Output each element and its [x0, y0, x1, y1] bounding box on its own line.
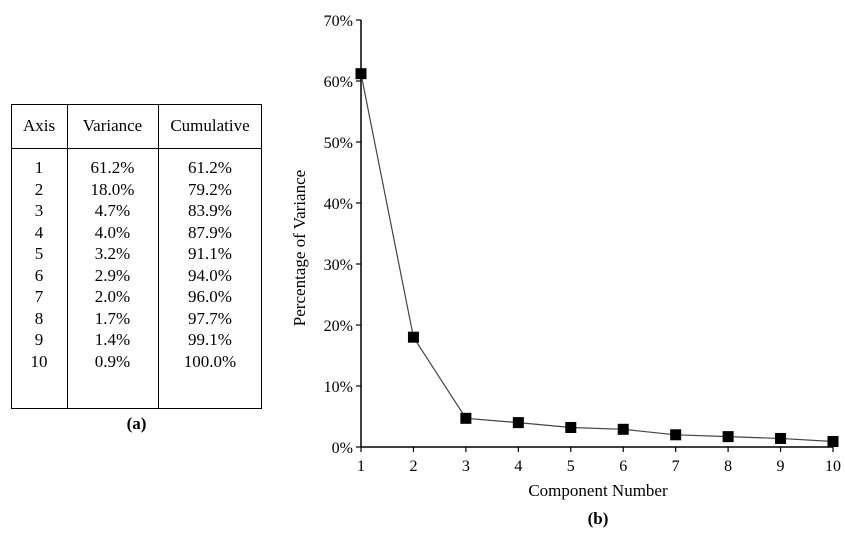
table-row: 2 18.0% 79.2% — [11, 179, 262, 201]
y-axis-ticks: 0% 10% 20% 30% 40% 50% 60% 70% — [324, 13, 361, 457]
cell-cumulative: 61.2% — [188, 158, 232, 177]
x-tick-label: 5 — [567, 458, 575, 475]
cell-cumulative: 94.0% — [188, 265, 232, 285]
y-tick-label: 50% — [324, 135, 353, 152]
cell-axis: 10 — [30, 351, 48, 371]
cell-axis: 1 — [34, 158, 44, 177]
cell-variance: 1.4% — [94, 330, 131, 349]
data-point-marker — [407, 331, 419, 343]
cell-variance: 0.9% — [94, 351, 131, 371]
cell-axis: 5 — [34, 244, 44, 263]
table-frame — [11, 104, 262, 409]
cell-cumulative: 97.7% — [188, 308, 232, 328]
table-row: 7 2.0% 96.0% — [11, 286, 262, 308]
table-row: 4 4.0% 87.9% — [11, 222, 262, 244]
data-point-marker — [775, 432, 787, 444]
cell-variance: 4.0% — [94, 222, 131, 242]
data-point-marker — [460, 412, 472, 424]
scree-plot: 0% 10% 20% 30% 40% 50% 60% 70% 1 2 3 4 5 6 7 8 9 10 Comp… — [290, 13, 841, 500]
y-tick-label: 0% — [332, 440, 353, 457]
chart-caption: (b) — [587, 509, 609, 528]
table-column-divider — [158, 104, 159, 409]
data-point-marker — [512, 417, 524, 429]
cell-variance: 61.2% — [90, 158, 135, 177]
cell-axis: 2 — [34, 179, 44, 199]
cell-axis: 7 — [34, 287, 44, 306]
x-tick-label: 10 — [825, 458, 841, 475]
x-tick-label: 7 — [672, 458, 680, 475]
y-tick-label: 70% — [324, 13, 353, 30]
table-row: 1 61.2% 61.2% — [11, 157, 262, 179]
cell-axis: 8 — [34, 308, 44, 328]
cell-variance: 1.7% — [94, 308, 131, 328]
cell-cumulative: 100.0% — [183, 351, 237, 371]
table-caption: (a) — [126, 414, 147, 433]
table-header-cumulative: Cumulative — [170, 116, 250, 135]
data-point-marker — [565, 421, 577, 433]
cell-variance: 4.7% — [94, 201, 131, 220]
cell-variance: 3.2% — [94, 244, 131, 263]
x-tick-label: 9 — [777, 458, 785, 475]
chart-axes — [360, 20, 833, 448]
table-row: 9 1.4% 99.1% — [11, 329, 262, 351]
x-tick-label: 6 — [619, 458, 627, 475]
cell-axis: 9 — [34, 330, 44, 349]
x-tick-label: 8 — [724, 458, 732, 475]
cell-cumulative: 96.0% — [188, 287, 232, 306]
cell-variance: 2.0% — [94, 287, 131, 306]
y-tick-label: 60% — [324, 74, 353, 91]
table-row: 8 1.7% 97.7% — [11, 308, 262, 330]
series-markers — [355, 68, 839, 448]
table-header-variance: Variance — [82, 116, 143, 135]
cell-axis: 6 — [34, 265, 44, 285]
cell-axis: 3 — [34, 201, 44, 220]
variance-table: Axis Variance Cumulative 1 61.2% 61.2% 2 18.… — [11, 104, 262, 409]
data-point-marker — [722, 431, 734, 443]
table-row: 5 3.2% 91.1% — [11, 243, 262, 265]
table-column-divider — [67, 104, 68, 409]
x-tick-label: 4 — [514, 458, 522, 475]
cell-cumulative: 99.1% — [188, 330, 232, 349]
series-line — [360, 73, 834, 443]
y-tick-label: 40% — [324, 196, 353, 213]
table-row: 10 0.9% 100.0% — [11, 351, 262, 373]
x-tick-label: 3 — [462, 458, 470, 475]
table-header-axis: Axis — [22, 116, 56, 135]
cell-cumulative: 79.2% — [188, 179, 232, 199]
cell-axis: 4 — [34, 222, 44, 242]
y-tick-label: 20% — [324, 318, 353, 335]
x-axis-ticks: 1 2 3 4 5 6 7 8 9 10 — [357, 447, 841, 475]
table-row: 3 4.7% 83.9% — [11, 200, 262, 222]
cell-variance: 18.0% — [90, 179, 135, 199]
x-tick-label: 1 — [357, 458, 365, 475]
cell-cumulative: 91.1% — [188, 244, 232, 263]
table-row: 6 2.9% 94.0% — [11, 265, 262, 287]
data-point-marker — [827, 436, 839, 448]
table-header-divider — [11, 148, 262, 149]
cell-cumulative: 83.9% — [188, 201, 232, 220]
x-tick-label: 2 — [409, 458, 417, 475]
data-point-marker — [670, 429, 682, 441]
x-axis-label: Component Number — [528, 481, 668, 500]
data-point-marker — [355, 68, 367, 80]
data-point-marker — [617, 423, 629, 435]
y-tick-label: 10% — [324, 379, 353, 396]
y-tick-label: 30% — [324, 257, 353, 274]
table-body: 1 61.2% 61.2% 2 18.0% 79.2% 3 4.7% 83.9% 4 4.0% 87.… — [11, 157, 262, 372]
cell-cumulative: 87.9% — [188, 222, 232, 242]
cell-variance: 2.9% — [94, 265, 131, 285]
y-axis-label: Percentage of Variance — [290, 170, 309, 326]
